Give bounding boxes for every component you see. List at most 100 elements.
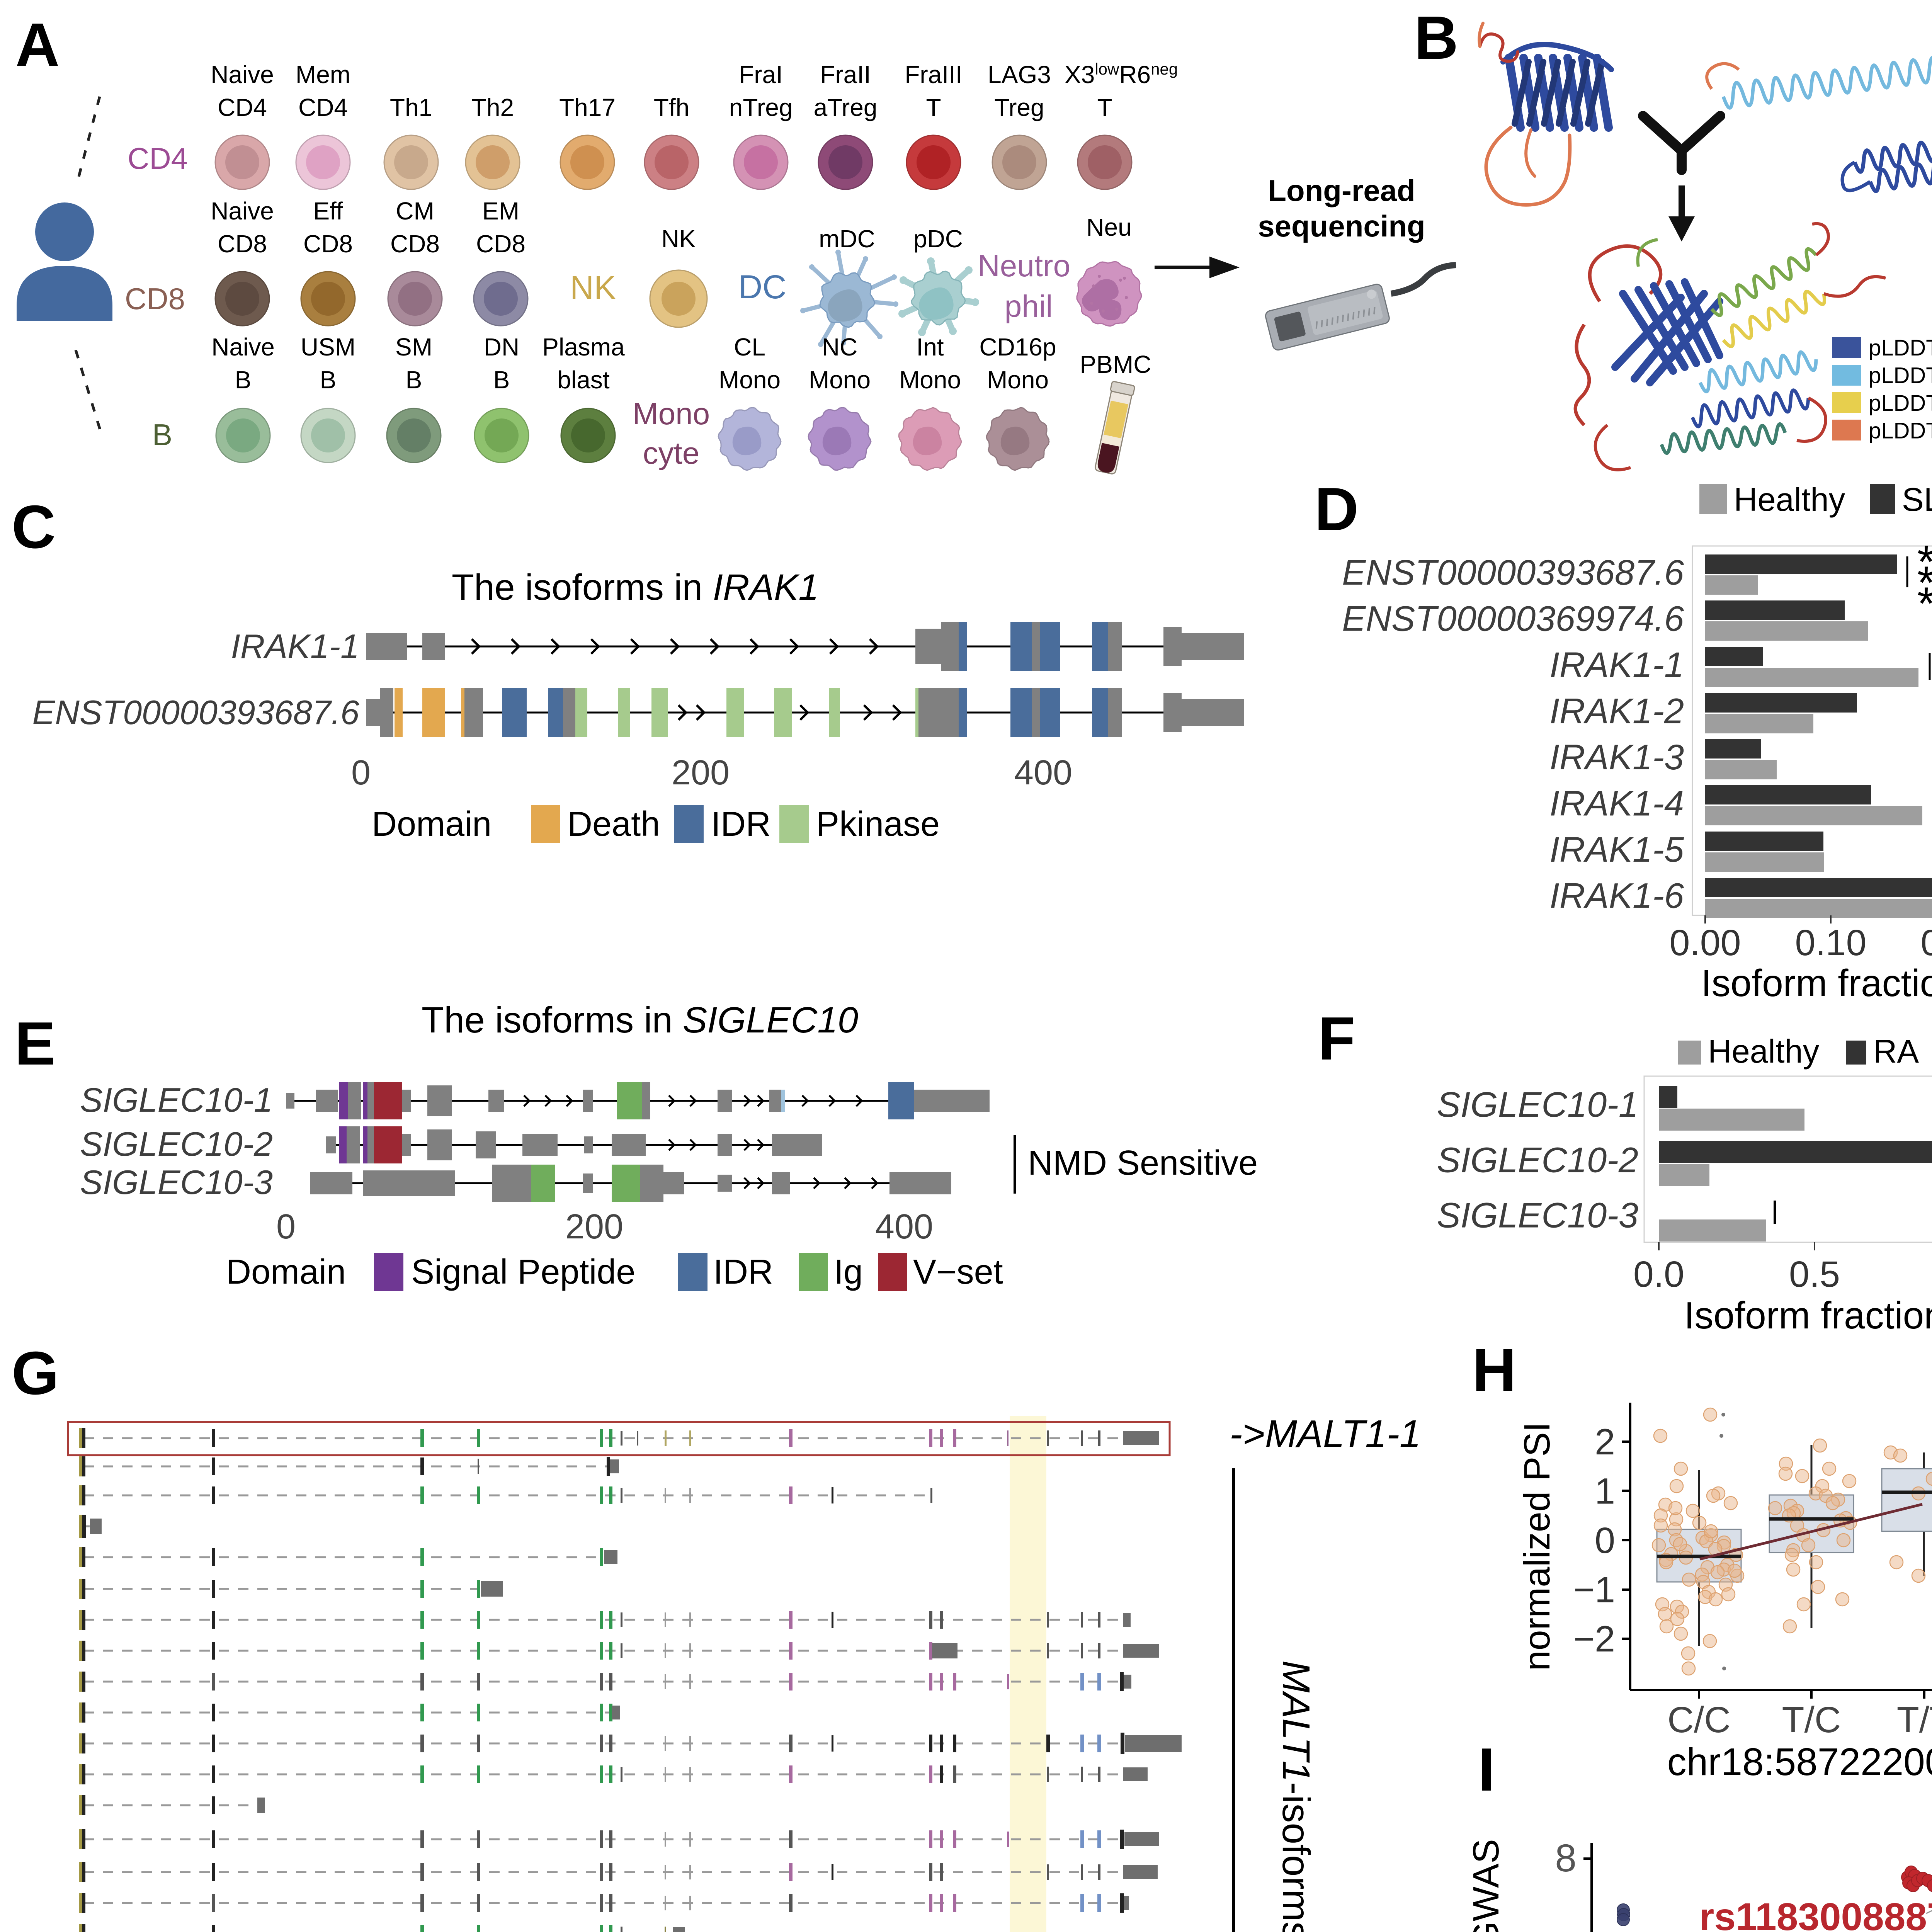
svg-text:Naive: Naive [211,333,275,361]
svg-text:SM: SM [395,333,432,361]
svg-text:CD8: CD8 [303,230,353,258]
svg-text:SLE: SLE [1902,481,1932,518]
svg-text:ENST00000393687.6: ENST00000393687.6 [1342,553,1684,592]
svg-text:IRAK1-4: IRAK1-4 [1549,784,1684,823]
svg-text:Ig: Ig [834,1253,863,1291]
svg-text:SIGLEC10-3: SIGLEC10-3 [1437,1196,1638,1235]
svg-text:IRAK1-6: IRAK1-6 [1549,876,1684,916]
svg-text:−1: −1 [1573,1570,1615,1611]
svg-text:NMD Sensitive: NMD Sensitive [1028,1144,1258,1182]
svg-text:400: 400 [1014,753,1072,792]
svg-text:cyte: cyte [643,436,700,470]
svg-text:Isoform fraction: Isoform fraction [1684,1294,1932,1337]
svg-text:C: C [12,493,56,561]
svg-text:0: 0 [1595,1520,1615,1561]
svg-text:G: G [12,1339,59,1407]
svg-text:SIGLEC10-3: SIGLEC10-3 [80,1163,273,1201]
svg-text:1: 1 [1595,1471,1615,1512]
svg-text:Healthy: Healthy [1708,1033,1820,1070]
svg-text:IRAK1-1: IRAK1-1 [231,627,359,665]
svg-text:0: 0 [351,753,371,792]
svg-text:Neu: Neu [1086,213,1131,241]
svg-text:Plasma: Plasma [542,333,625,361]
svg-text:8: 8 [1555,1837,1577,1880]
svg-text:SIGLEC10-2: SIGLEC10-2 [80,1125,273,1163]
svg-text:SIGLEC10-1: SIGLEC10-1 [80,1081,273,1119]
svg-text:CD8: CD8 [125,282,185,316]
svg-text:NK: NK [570,269,616,306]
svg-text:chr18:58722200: chr18:58722200 [1667,1740,1932,1784]
svg-text:Mono: Mono [809,366,871,394]
svg-text:T/C: T/C [1782,1699,1841,1740]
svg-text:ENST00000393687.6: ENST00000393687.6 [32,693,360,731]
svg-text:CD8: CD8 [476,230,526,258]
svg-text:B: B [152,418,172,452]
svg-text:0.10: 0.10 [1795,922,1867,963]
svg-text:*: * [1917,578,1932,629]
svg-text:0: 0 [276,1208,296,1246]
svg-text:200: 200 [565,1208,623,1246]
svg-text:pLDDT ∈[50–70): pLDDT ∈[50–70) [1869,391,1932,416]
svg-text:DC: DC [738,269,786,306]
svg-text:T: T [1097,94,1112,121]
svg-text:CD16p: CD16p [979,333,1056,361]
svg-text:Th1: Th1 [390,94,432,121]
svg-text:Neutro: Neutro [978,248,1070,283]
svg-text:Multiple Sclerosis−GWAS: Multiple Sclerosis−GWAS [1466,1839,1507,1932]
svg-text:USM: USM [301,333,355,361]
svg-text:Tfh: Tfh [654,94,689,121]
svg-text:−2: −2 [1573,1619,1615,1660]
svg-text:FraI: FraI [739,61,783,88]
svg-text:MALT1-isoforms: MALT1-isoforms [1274,1660,1318,1932]
svg-text:Mem: Mem [296,61,350,88]
svg-text:A: A [15,11,60,79]
svg-text:IRAK1-5: IRAK1-5 [1549,830,1684,869]
svg-text:CL: CL [734,333,765,361]
svg-text:2: 2 [1595,1422,1615,1463]
svg-text:sequencing: sequencing [1258,209,1425,243]
svg-text:Long-read: Long-read [1268,173,1415,207]
svg-text:CD4: CD4 [128,141,188,175]
svg-text:EM: EM [482,197,519,225]
svg-text:Death: Death [567,805,660,844]
svg-text:Th2: Th2 [471,94,514,121]
svg-text:NC: NC [822,333,857,361]
svg-text:Domain: Domain [226,1253,346,1291]
svg-text:0.5: 0.5 [1789,1254,1840,1295]
svg-text:IDR: IDR [713,1253,773,1291]
svg-text:200: 200 [672,753,730,792]
svg-text:Isoform fraction: Isoform fraction [1701,962,1932,1004]
svg-text:normalized PSI: normalized PSI [1517,1422,1558,1671]
svg-text:Treg: Treg [994,94,1044,121]
svg-text:T: T [926,94,941,121]
svg-text:Mono: Mono [987,366,1049,394]
svg-text:DN: DN [484,333,519,361]
svg-text:Domain: Domain [372,805,492,844]
svg-text:IRAK1-3: IRAK1-3 [1549,738,1684,777]
svg-text:FraIII: FraIII [905,61,962,88]
svg-text:PBMC: PBMC [1080,350,1151,378]
svg-text:IDR: IDR [711,805,771,844]
svg-text:mDC: mDC [819,225,875,253]
svg-text:F: F [1318,1005,1355,1073]
svg-text:Healthy: Healthy [1734,481,1845,518]
svg-text:NK: NK [662,225,696,253]
svg-text:Int: Int [916,333,944,361]
svg-text:B: B [320,366,337,394]
svg-text:CD4: CD4 [218,94,267,121]
svg-text:B: B [235,366,252,394]
svg-text:LAG3: LAG3 [988,61,1051,88]
svg-text:FraII: FraII [820,61,871,88]
svg-text:E: E [15,1010,55,1078]
svg-text:blast: blast [557,366,609,394]
svg-text:rs1183008887: rs1183008887 [1699,1895,1932,1932]
svg-text:Naive: Naive [211,61,274,88]
svg-text:Mono: Mono [719,366,781,394]
svg-text:D: D [1315,475,1359,543]
svg-text:0.20: 0.20 [1921,922,1932,963]
svg-text:Mono: Mono [899,366,961,394]
svg-text:*: * [1917,557,1932,609]
svg-text:The isoforms in IRAK1: The isoforms in IRAK1 [452,567,819,608]
svg-text:Naive: Naive [211,197,274,225]
svg-text:The isoforms in SIGLEC10: The isoforms in SIGLEC10 [422,1000,858,1041]
